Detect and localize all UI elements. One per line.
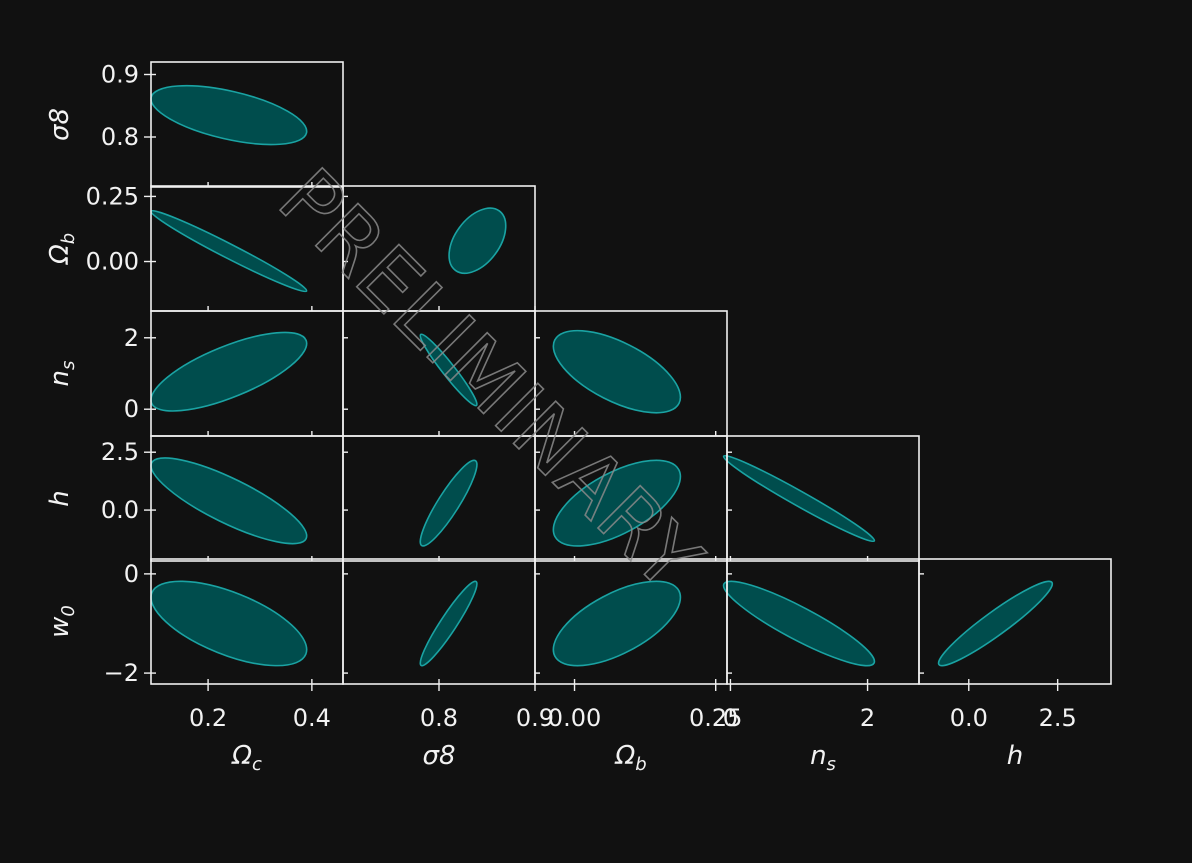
ellipse-w_0-vs-omega_b: [552, 580, 682, 667]
ellipse-w_0-vs-sigma8: [419, 580, 478, 667]
ellipse-n_s-vs-sigma8: [419, 333, 478, 407]
panel-frame-w_0-vs-sigma8: [342, 558, 536, 685]
panel-frame-w_0-vs-h: [918, 558, 1112, 685]
x-axes-layer: 0.2 0.4 Ωc 0.8 0.9 σ8 0.00 0.25 Ωb 0 2 ns 0.0 2.5 h: [189, 684, 1077, 775]
ellipse-h-vs-omega_b: [552, 459, 682, 547]
y-axis-label-sigma8: σ8: [45, 108, 75, 141]
ellipse-n_s-vs-omega_c: [150, 331, 308, 412]
x-tick-label-h: 2.5: [1039, 704, 1077, 732]
y-tick-label-w_0: 0: [124, 560, 139, 588]
x-tick-label-omega_c: 0.4: [293, 704, 331, 732]
y-tick-label-sigma8: 0.9: [101, 61, 139, 89]
ellipse-sigma8-vs-omega_c: [150, 84, 308, 146]
y-tick-label-omega_b: 0.00: [86, 248, 139, 276]
x-tick-label-sigma8: 0.9: [516, 704, 554, 732]
x-axis-label-omega_b: Ωb: [614, 741, 646, 775]
x-tick-label-omega_b: 0.00: [548, 704, 601, 732]
y-axis-label-n_s: ns: [45, 361, 79, 387]
y-tick-label-omega_b: 0.25: [86, 182, 139, 210]
y-axis-label-w_0: w0: [45, 605, 79, 638]
y-tick-label-h: 2.5: [101, 438, 139, 466]
x-axis-label-h: h: [1007, 741, 1023, 771]
ellipse-w_0-vs-omega_c: [150, 580, 308, 667]
x-tick-label-sigma8: 0.8: [420, 704, 458, 732]
y-tick-label-n_s: 0: [124, 395, 139, 423]
y-axis-label-h: h: [45, 490, 75, 506]
panel-frame-h-vs-n_s: [726, 435, 920, 562]
ellipse-n_s-vs-omega_b: [552, 329, 682, 414]
ellipse-w_0-vs-n_s: [722, 580, 876, 667]
x-tick-label-h: 0.0: [950, 704, 988, 732]
ellipse-omega_b-vs-sigma8: [448, 207, 507, 275]
y-tick-label-h: 0.0: [101, 496, 139, 524]
ellipse-h-vs-omega_c: [150, 457, 308, 545]
ellipse-w_0-vs-h: [937, 580, 1054, 667]
ellipse-h-vs-sigma8: [419, 459, 478, 547]
panels-layer: [150, 61, 1112, 685]
x-axis-label-omega_c: Ωc: [231, 741, 262, 775]
panel-frame-sigma8-vs-omega_c: [150, 61, 344, 188]
x-tick-label-n_s: 2: [860, 704, 875, 732]
x-axis-label-n_s: ns: [810, 741, 836, 775]
y-tick-label-w_0: −2: [104, 659, 139, 687]
x-tick-label-n_s: 0: [723, 704, 738, 732]
x-axis-label-sigma8: σ8: [422, 741, 455, 771]
ellipse-h-vs-n_s: [722, 454, 876, 543]
x-tick-label-omega_c: 0.2: [189, 704, 227, 732]
y-tick-label-sigma8: 0.8: [101, 123, 139, 151]
x-tick-label-omega_b: 0.25: [689, 704, 742, 732]
y-tick-label-n_s: 2: [124, 324, 139, 352]
y-axis-label-omega_b: Ωb: [45, 233, 79, 265]
